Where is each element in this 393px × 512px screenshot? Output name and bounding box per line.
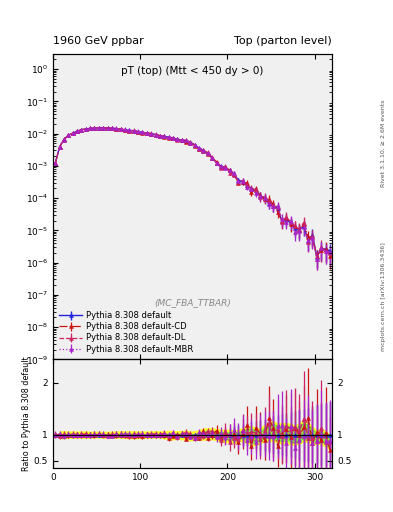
Text: (MC_FBA_TTBAR): (MC_FBA_TTBAR) bbox=[154, 298, 231, 307]
Text: Top (parton level): Top (parton level) bbox=[234, 36, 332, 46]
Y-axis label: Ratio to Pythia 8.308 default: Ratio to Pythia 8.308 default bbox=[22, 356, 31, 471]
Text: Rivet 3.1.10, ≥ 2.6M events: Rivet 3.1.10, ≥ 2.6M events bbox=[381, 100, 386, 187]
Text: mcplots.cern.ch [arXiv:1306.3436]: mcplots.cern.ch [arXiv:1306.3436] bbox=[381, 243, 386, 351]
Legend: Pythia 8.308 default, Pythia 8.308 default-CD, Pythia 8.308 default-DL, Pythia 8: Pythia 8.308 default, Pythia 8.308 defau… bbox=[57, 310, 195, 355]
Text: 1960 GeV ppbar: 1960 GeV ppbar bbox=[53, 36, 144, 46]
Text: pT (top) (Mtt < 450 dy > 0): pT (top) (Mtt < 450 dy > 0) bbox=[121, 66, 264, 76]
